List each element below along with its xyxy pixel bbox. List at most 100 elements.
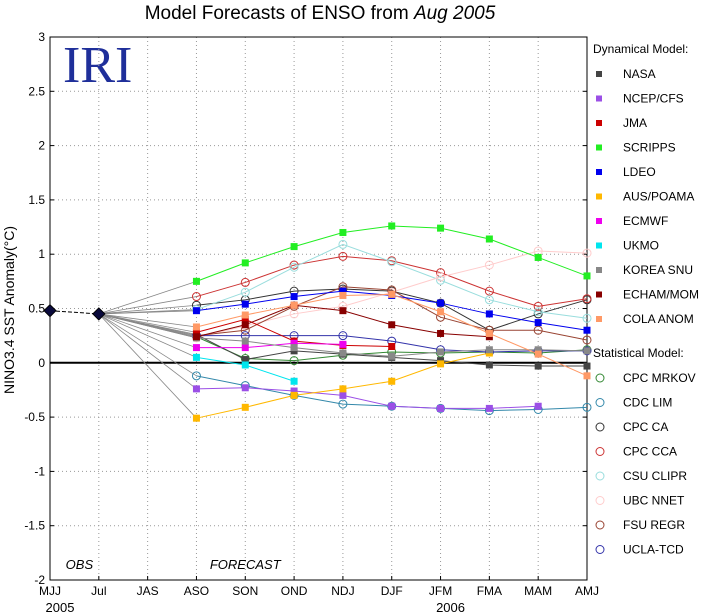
series-scripps (98, 222, 591, 315)
data-point (582, 335, 592, 345)
data-point (485, 404, 493, 412)
data-point (533, 307, 543, 317)
data-point (437, 299, 445, 307)
data-point (241, 384, 249, 392)
legend-marker (596, 120, 602, 126)
legend-label: AUS/POAMA (623, 190, 694, 204)
series-line (196, 243, 588, 319)
data-point (583, 326, 591, 334)
y-tick-label: 3 (38, 30, 45, 44)
x-tick-label: AMJ (575, 584, 599, 598)
data-point (192, 307, 200, 315)
data-point (582, 248, 592, 258)
data-point (387, 257, 397, 267)
x-tick-label: ASO (184, 584, 209, 598)
data-point (484, 295, 494, 305)
series-aus-poama (98, 313, 493, 422)
data-point (533, 325, 543, 335)
fan-line (98, 313, 197, 419)
x-tick-label: SON (232, 584, 258, 598)
legend-label: CDC LIM (623, 396, 672, 410)
data-point (534, 402, 542, 410)
fan-line (98, 313, 197, 377)
year-label: 2005 (46, 600, 75, 614)
data-point (484, 260, 494, 270)
fan-line (98, 313, 197, 338)
data-point (533, 301, 543, 311)
year-label: 2006 (436, 600, 465, 614)
data-point (339, 349, 347, 357)
data-point (338, 331, 348, 341)
series-cdc-lim (98, 313, 592, 416)
y-tick-label: -0.5 (24, 410, 45, 424)
data-point (583, 347, 591, 355)
data-point (582, 313, 592, 323)
x-tick-label: JAS (137, 584, 159, 598)
data-point (290, 243, 298, 251)
data-point (582, 402, 592, 412)
data-point (290, 293, 298, 301)
data-point (191, 371, 201, 381)
legend-label: CPC CCA (623, 445, 677, 459)
legend-label: COLA ANOM (623, 312, 694, 326)
series-cola-anom (98, 290, 591, 380)
legend-label: LDEO (623, 165, 656, 179)
series-line (196, 255, 588, 307)
series-ukmo (98, 313, 298, 385)
y-tick-label: 1 (38, 247, 45, 261)
data-point (437, 348, 445, 356)
chart-title-main: Model Forecasts of ENSO from (145, 3, 414, 24)
fan-line (98, 313, 197, 328)
data-point (388, 352, 396, 360)
legend-label: UCLA-TCD (623, 543, 684, 557)
data-point (192, 323, 200, 331)
data-point (290, 377, 298, 385)
legend-label: ECMWF (623, 214, 668, 228)
legend-marker (596, 291, 602, 298)
chart-title: Model Forecasts of ENSO from Aug 2005 (145, 3, 496, 24)
legend-marker (595, 471, 605, 481)
chart-title-date: Aug 2005 (413, 3, 496, 24)
legend-marker (596, 71, 602, 77)
fan-line (98, 313, 197, 333)
legend-label: UBC NNET (623, 494, 685, 508)
legend-marker (595, 373, 605, 383)
x-tick-label: DJF (381, 584, 403, 598)
legend-label: KOREA SNU (623, 263, 693, 277)
data-point (583, 272, 591, 280)
forecast-annotation: FORECAST (210, 557, 282, 572)
data-point (290, 301, 298, 309)
data-point (241, 337, 249, 345)
data-point (290, 387, 298, 395)
iri-logo: IRI (63, 37, 132, 94)
y-tick-label: 0 (38, 356, 45, 370)
data-point (582, 294, 592, 304)
data-point (241, 315, 249, 323)
data-point (192, 353, 200, 361)
legend-marker (596, 242, 602, 249)
series-line (196, 342, 343, 349)
series-layer (43, 222, 592, 422)
fan-line (98, 313, 197, 348)
data-point (339, 291, 347, 299)
y-tick-label: 2 (38, 139, 45, 153)
data-point (534, 350, 542, 358)
data-point (437, 329, 445, 337)
legend-marker (595, 398, 605, 407)
fan-line (98, 313, 197, 358)
legend-marker (595, 520, 605, 530)
data-point (290, 339, 298, 347)
data-point (290, 391, 298, 399)
fan-line (98, 280, 197, 315)
legend-header-statistical: Statistical Model: (593, 346, 684, 360)
data-point (437, 308, 445, 316)
data-point (583, 372, 591, 380)
fan-line (98, 296, 197, 315)
legend-label: ECHAM/MOM (623, 288, 699, 302)
data-point (192, 333, 200, 341)
y-tick-label: 2.5 (28, 84, 45, 98)
grid (50, 37, 587, 580)
data-point (241, 356, 249, 364)
data-point (485, 329, 493, 337)
